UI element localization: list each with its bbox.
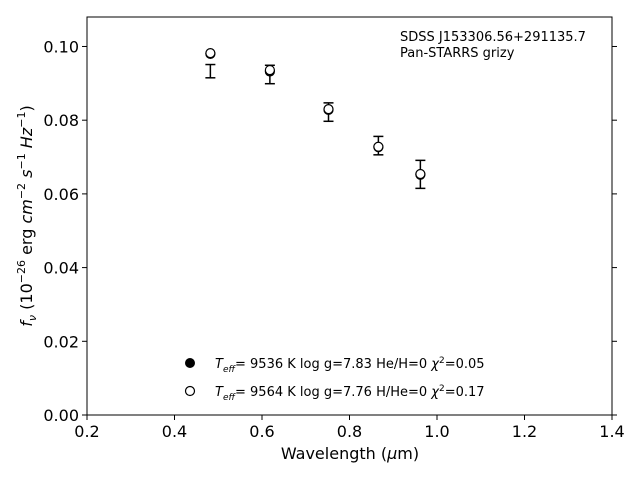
annotation-line-2: Pan-STARRS grizy: [400, 46, 515, 61]
x-tick-label: 0.2: [74, 422, 99, 441]
legend: Teff= 9536 K log g=7.83 He/H=0 χ2=0.05 T…: [184, 356, 485, 403]
model-point-open: [323, 104, 334, 115]
model-point-open: [264, 64, 275, 76]
model-point-open: [415, 168, 426, 180]
x-tick-label: 1.4: [599, 422, 624, 441]
x-axis-label: Wavelength (μm): [281, 444, 419, 463]
y-tick-label: 0.04: [43, 259, 79, 278]
legend-entry-2: Teff= 9564 K log g=7.76 H/He=0 χ2=0.17: [215, 384, 485, 403]
y-tick-label: 0.06: [43, 185, 79, 204]
x-tick-label: 0.6: [249, 422, 274, 441]
y-tick-label: 0.00: [43, 406, 79, 425]
x-tick-label: 1.0: [424, 422, 449, 441]
legend-entry-1: Teff= 9536 K log g=7.83 He/H=0 χ2=0.05: [215, 356, 485, 375]
data-markers: [205, 48, 426, 180]
y-axis-label: fν (10−26 erg cm−2 s−1 Hz−1): [15, 105, 39, 326]
error-bars: [205, 63, 426, 190]
legend-marker-filled: [185, 358, 195, 368]
plot-area: [86, 16, 613, 416]
model-point-open: [373, 141, 384, 152]
legend-marker-open: [184, 385, 196, 397]
annotation-line-1: SDSS J153306.56+291135.7: [400, 30, 586, 45]
x-tick-label: 1.2: [512, 422, 537, 441]
x-tick-label: 0.4: [162, 422, 187, 441]
y-tick-label: 0.02: [43, 332, 79, 351]
x-tick-label: 0.8: [337, 422, 362, 441]
axis-ticks: 0.2 0.4 0.6 0.8 1.0 1.2 1.4 0.00 0.02 0.04 0.06 0.0…: [43, 37, 624, 441]
y-tick-label: 0.08: [43, 111, 79, 130]
y-tick-label: 0.10: [43, 37, 79, 56]
model-point-open: [205, 48, 216, 59]
